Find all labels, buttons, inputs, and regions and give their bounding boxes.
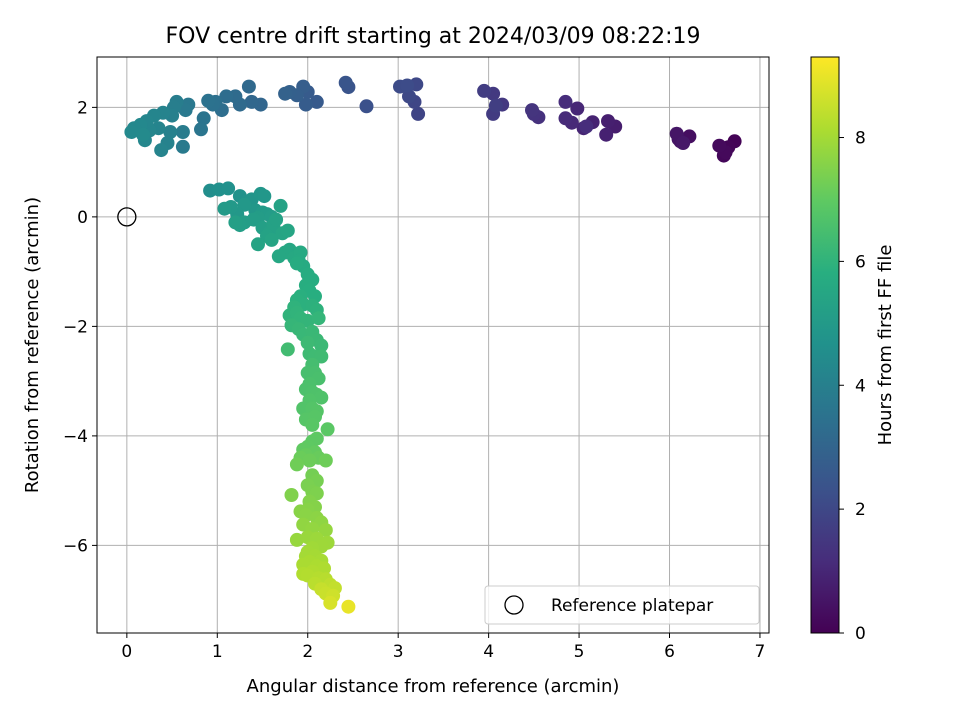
colorbar-tick-label: 4 (855, 376, 866, 396)
x-tick-label: 3 (393, 642, 404, 662)
data-point (712, 138, 727, 153)
x-tick-label: 7 (755, 642, 766, 662)
data-point (201, 93, 216, 108)
y-axis-ticks: −6 −4 −2 0 2 (63, 98, 97, 556)
data-point (320, 422, 335, 437)
data-point (178, 103, 193, 118)
data-point (136, 127, 151, 142)
data-point (400, 78, 415, 93)
y-tick-label: −4 (63, 427, 88, 447)
data-point (318, 523, 333, 538)
data-point (228, 215, 243, 230)
data-point (601, 114, 615, 129)
y-tick-label: 2 (77, 98, 88, 118)
x-tick-label: 4 (483, 642, 494, 662)
data-point (314, 349, 329, 364)
x-tick-label: 0 (121, 642, 132, 662)
data-point (300, 313, 315, 328)
data-point (194, 122, 208, 137)
data-point (579, 119, 594, 134)
legend-label: Reference platepar (551, 596, 713, 616)
data-point (244, 94, 259, 109)
colorbar: 0 2 4 6 8 Hours from first FF file (810, 56, 896, 644)
colorbar-tick-label: 0 (855, 624, 866, 644)
data-point (300, 335, 315, 350)
data-point (314, 390, 329, 405)
data-point (289, 532, 304, 547)
plot-frame (96, 56, 770, 634)
data-point (314, 338, 329, 353)
x-tick-label: 5 (574, 642, 585, 662)
x-tick-label: 1 (212, 642, 223, 662)
data-point (124, 125, 139, 139)
data-point (302, 453, 317, 468)
y-axis-label: Rotation from reference (arcmin) (22, 197, 43, 493)
data-point (175, 139, 190, 154)
data-point (676, 136, 691, 150)
data-point (241, 79, 256, 94)
data-point (217, 201, 232, 216)
data-point (175, 125, 190, 139)
y-tick-label: −6 (63, 536, 88, 556)
x-axis-label: Angular distance from reference (arcmin) (247, 676, 620, 697)
data-point (318, 453, 333, 468)
colorbar-tick-label: 6 (855, 252, 866, 272)
data-point (280, 342, 295, 357)
data-point (219, 89, 234, 104)
data-point (163, 125, 178, 139)
data-point (289, 256, 304, 271)
colorbar-gradient (810, 56, 840, 634)
data-point (488, 98, 503, 113)
data-point (251, 237, 265, 252)
data-point (305, 417, 320, 432)
data-point (599, 127, 614, 142)
data-point (359, 99, 374, 114)
data-point (273, 198, 288, 213)
data-point (411, 106, 426, 121)
data-point (570, 101, 585, 116)
data-point (341, 599, 356, 614)
data-point (323, 595, 338, 610)
data-point (196, 111, 211, 126)
grid-lines (97, 57, 769, 633)
data-point (309, 431, 324, 446)
data-point (264, 232, 279, 247)
data-point (154, 143, 169, 158)
colorbar-ticks: 0 2 4 6 8 (839, 129, 866, 644)
colorbar-tick-label: 2 (855, 500, 866, 520)
y-tick-label: −2 (63, 317, 88, 337)
data-point (338, 75, 353, 90)
x-axis-ticks: 0 1 2 3 4 5 6 7 (121, 633, 765, 662)
data-point (278, 86, 293, 101)
legend: Reference platepar (484, 585, 760, 625)
legend-marker (504, 595, 524, 615)
data-point (298, 97, 313, 112)
reference-marker (117, 207, 137, 227)
data-point (558, 111, 573, 126)
colorbar-label: Hours from first FF file (875, 245, 896, 446)
colorbar-tick-label: 8 (855, 129, 866, 149)
y-tick-label: 0 (77, 208, 88, 228)
data-point (525, 103, 539, 118)
data-point (289, 457, 304, 472)
data-point (284, 488, 299, 502)
data-point (257, 189, 272, 204)
data-point (280, 223, 295, 238)
data-point (311, 311, 326, 326)
chart-title: FOV centre drift starting at 2024/03/09 … (166, 24, 701, 49)
data-points (124, 75, 742, 614)
x-tick-label: 2 (302, 642, 313, 662)
data-point (269, 212, 284, 227)
data-point (221, 181, 236, 196)
legend-box (484, 585, 760, 625)
data-point (271, 249, 286, 264)
data-point (309, 94, 324, 109)
data-point (558, 94, 573, 109)
data-point (477, 83, 492, 98)
data-point (402, 89, 416, 104)
x-tick-label: 6 (664, 642, 675, 662)
